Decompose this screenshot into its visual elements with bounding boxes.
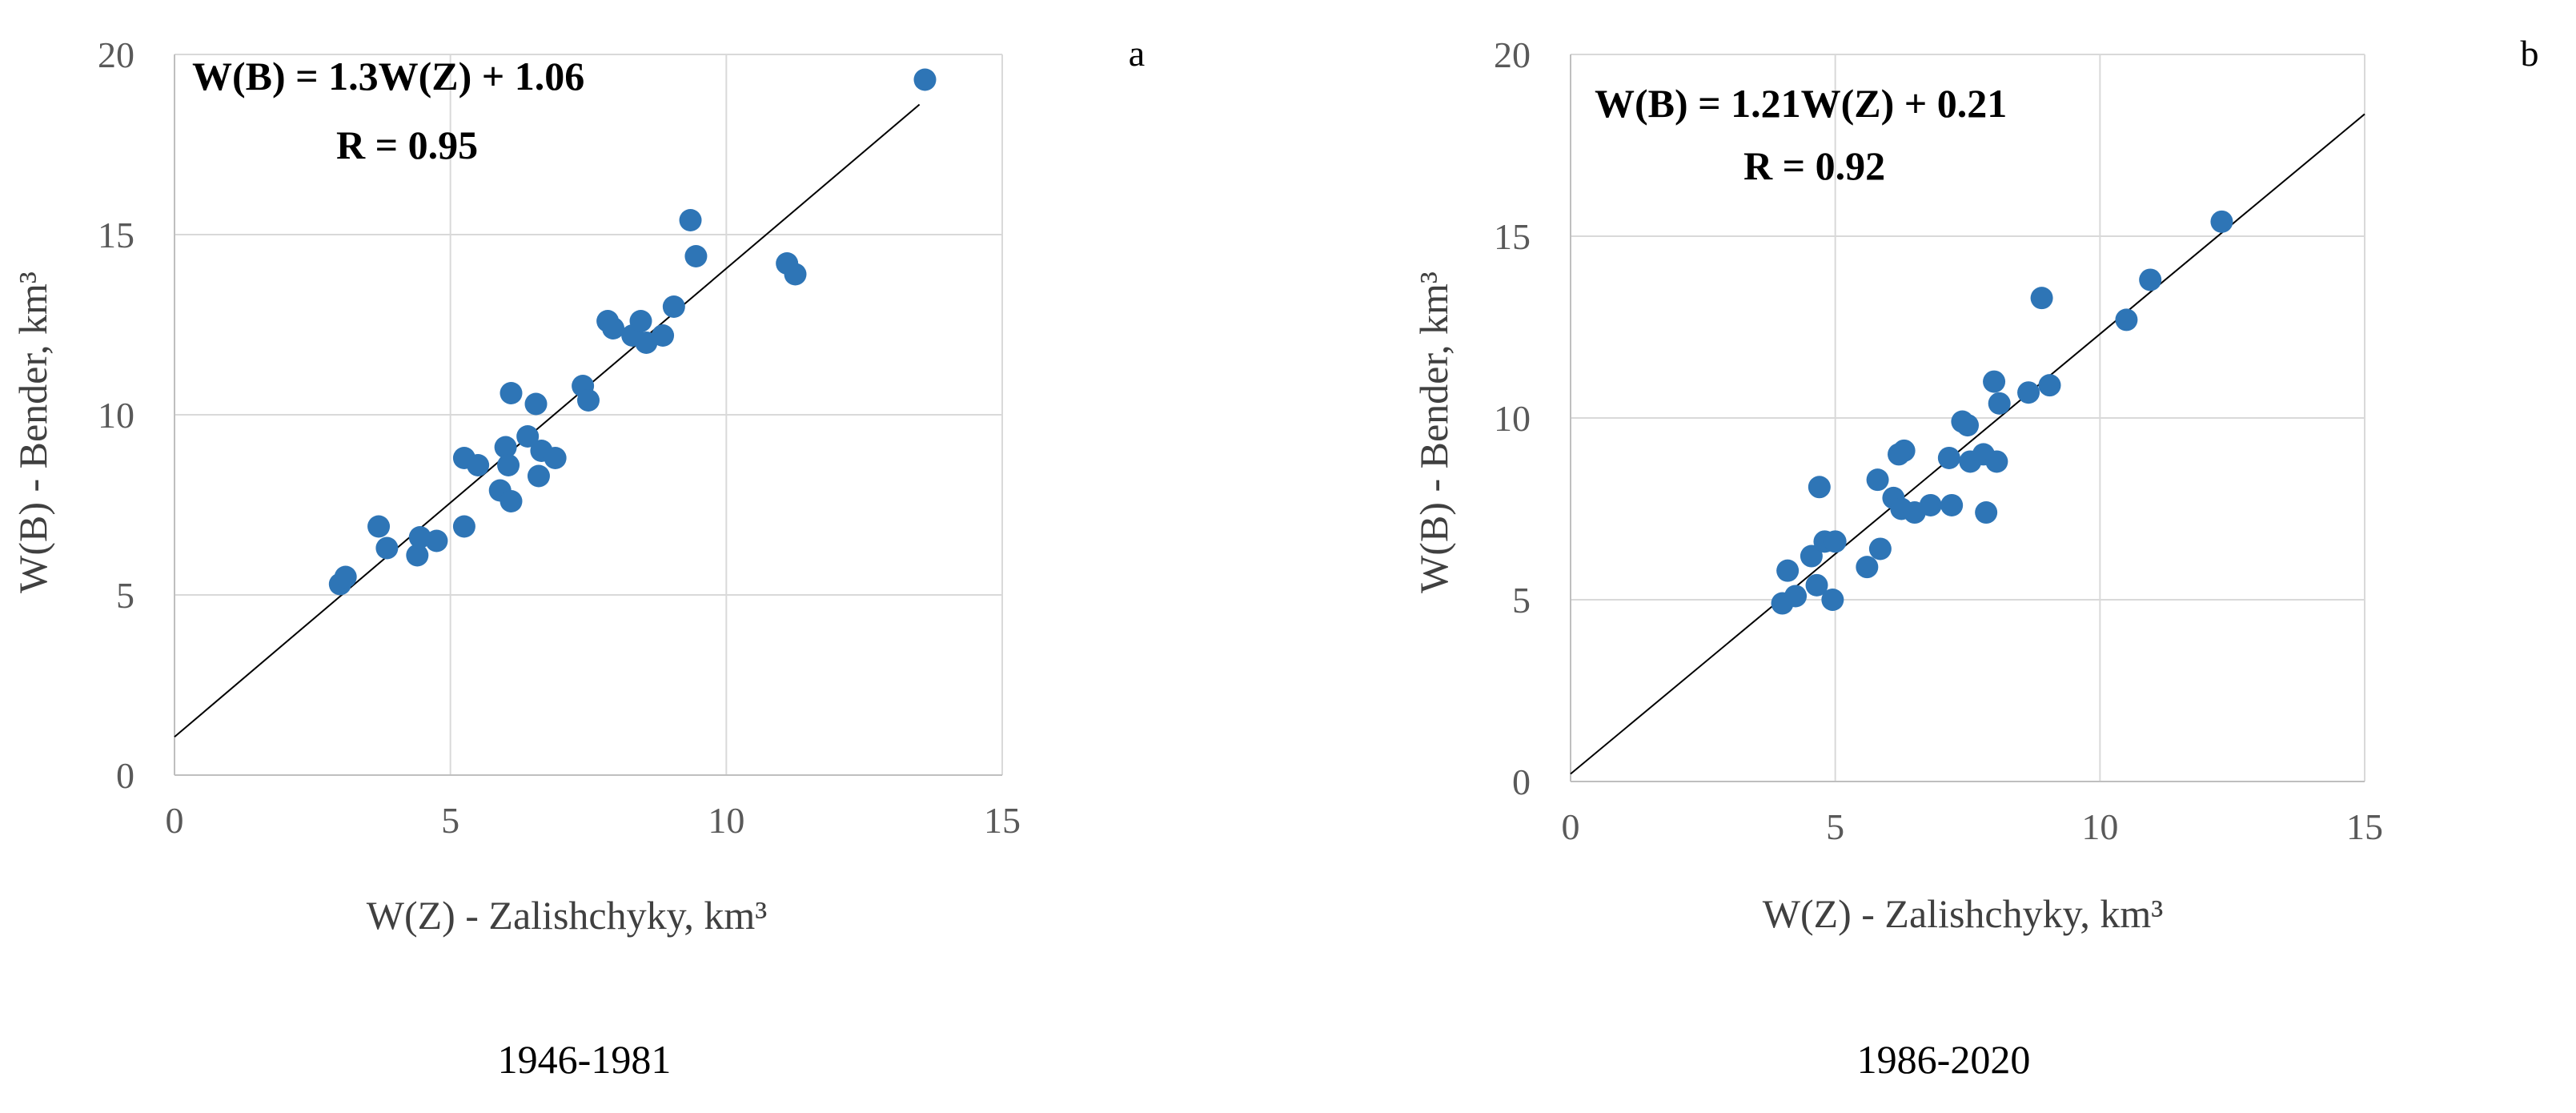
y-tick-label: 10 [1494, 398, 1531, 439]
x-tick-label: 15 [984, 800, 1021, 841]
data-point [1805, 573, 1828, 597]
data-point [1808, 476, 1831, 499]
y-tick-label: 20 [98, 34, 134, 75]
x-tick-label: 10 [708, 800, 744, 841]
data-point [1937, 446, 1960, 469]
data-point [375, 536, 399, 560]
panel-letter: b [2521, 33, 2539, 74]
regression-equation: W(B) = 1.21W(Z) + 0.21 [1595, 81, 2007, 126]
y-axis-title: W(B) - Bender, km³ [10, 271, 55, 593]
data-point [1983, 370, 2006, 393]
correlation-label: R = 0.95 [336, 123, 478, 167]
y-tick-label: 5 [1512, 580, 1531, 621]
data-point [524, 392, 548, 416]
data-point [2210, 210, 2233, 233]
data-point [500, 490, 523, 512]
data-point [1988, 392, 2011, 415]
data-point [467, 454, 490, 476]
data-point [913, 68, 937, 91]
trend-line [1570, 113, 2365, 775]
data-point [1776, 559, 1800, 582]
data-point [1975, 501, 1998, 524]
data-point [602, 317, 625, 340]
data-point [2038, 374, 2061, 397]
data-point [367, 515, 391, 538]
data-point [425, 529, 448, 552]
y-tick-label: 15 [98, 215, 134, 255]
y-tick-label: 0 [1512, 761, 1531, 802]
data-point [679, 209, 702, 231]
y-axis-title: W(B) - Bender, km³ [1411, 271, 1456, 593]
data-point [1824, 530, 1847, 553]
data-point [1919, 493, 1942, 516]
data-point [2030, 287, 2053, 310]
data-point [334, 565, 357, 589]
data-point [2017, 381, 2040, 404]
x-axis-title: W(Z) - Zalishchyky, km³ [1763, 891, 2164, 936]
data-point [1985, 450, 2008, 473]
data-point [1868, 537, 1892, 561]
x-tick-label: 0 [166, 800, 184, 841]
y-tick-label: 20 [1494, 34, 1531, 75]
data-point [652, 324, 675, 347]
panel-letter: a [1129, 33, 1145, 74]
data-point [684, 245, 708, 267]
data-point [516, 425, 540, 448]
data-point [1940, 493, 1964, 516]
chart-panel-a: 0 5 10 15 0 5 10 15 20 W(B) = 1.3W(Z) + 1.06 R = 0… [10, 33, 1145, 1082]
period-caption: 1986-2020 [1857, 1037, 2031, 1082]
data-point [1800, 544, 1823, 568]
data-point [1956, 414, 1979, 437]
x-tick-label: 5 [1826, 806, 1844, 847]
data-point [2139, 268, 2162, 291]
regression-equation: W(B) = 1.3W(Z) + 1.06 [192, 54, 584, 98]
data-point [497, 454, 520, 476]
data-point [1856, 556, 1879, 579]
data-point [452, 515, 475, 538]
data-point [784, 263, 807, 286]
y-tick-label: 5 [116, 575, 134, 616]
data-point [544, 447, 567, 469]
period-caption: 1946-1981 [498, 1037, 672, 1082]
data-point [1892, 439, 1916, 462]
data-point [2115, 308, 2138, 331]
data-point [494, 436, 517, 459]
x-tick-label: 15 [2346, 806, 2383, 847]
y-tick-label: 10 [98, 395, 134, 436]
chart-panel-b: 0 5 10 15 0 5 10 15 20 W(B) = 1.21W(Z) + 0.21 R = … [1411, 33, 2539, 1082]
x-tick-label: 5 [441, 800, 459, 841]
data-point [629, 310, 652, 332]
data-point [406, 544, 429, 567]
data-point [500, 382, 523, 404]
correlation-label: R = 0.92 [1743, 143, 1885, 188]
data-point [1821, 589, 1844, 611]
data-point [577, 389, 600, 412]
data-point [662, 295, 685, 318]
trend-line [174, 103, 921, 738]
x-tick-label: 0 [1562, 806, 1580, 847]
x-tick-label: 10 [2081, 806, 2118, 847]
data-point [527, 464, 550, 488]
x-axis-title: W(Z) - Zalishchyky, km³ [367, 893, 768, 938]
y-tick-label: 15 [1494, 216, 1531, 257]
y-tick-label: 0 [116, 755, 134, 796]
data-point [1866, 468, 1889, 492]
data-point [1784, 585, 1808, 608]
